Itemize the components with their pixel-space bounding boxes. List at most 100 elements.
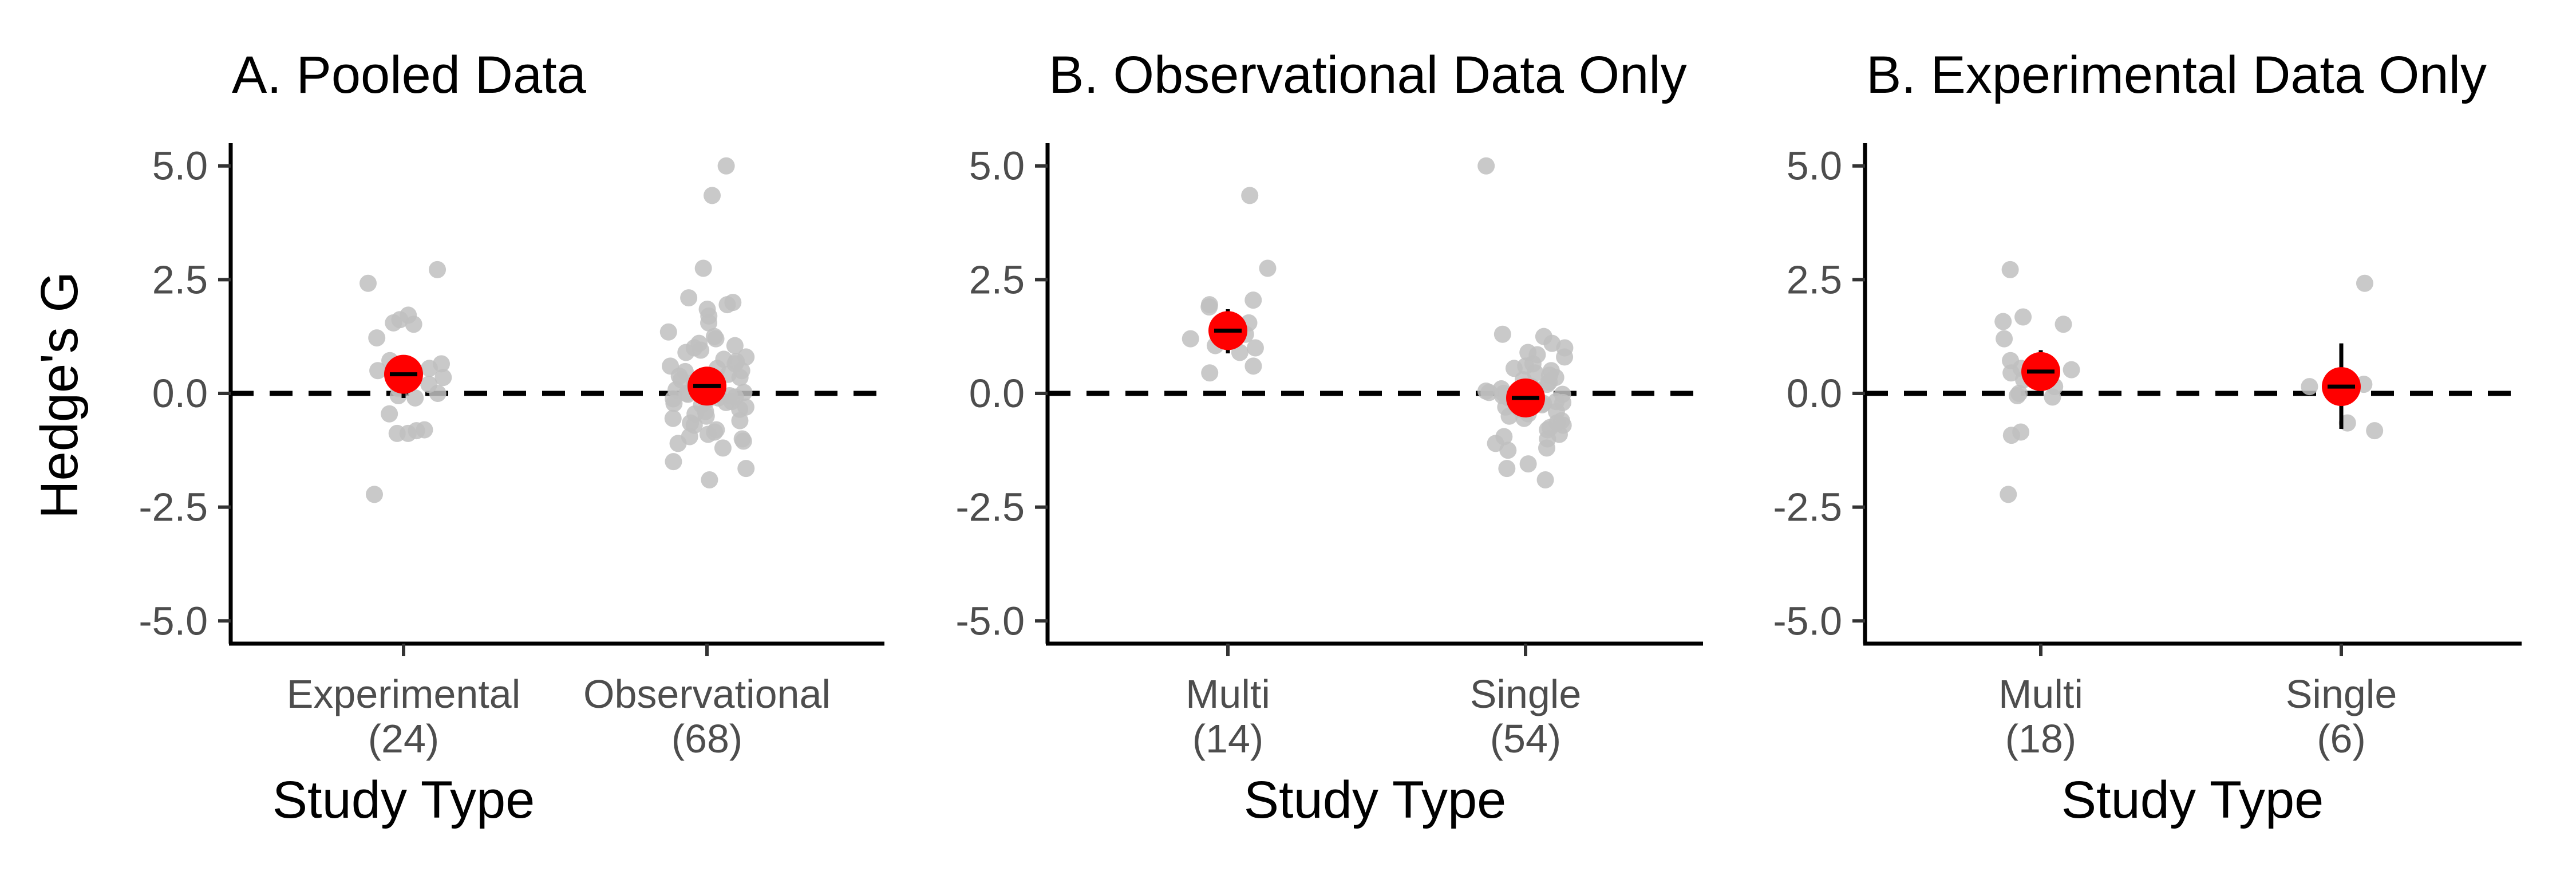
data-point (2002, 364, 2020, 382)
data-point (391, 311, 409, 329)
y-tick-label: 2.5 (969, 257, 1025, 302)
data-point (714, 439, 732, 457)
data-point (726, 337, 744, 354)
x-tick-label: Single (1470, 672, 1582, 716)
y-tick-label: 0.0 (1787, 371, 1842, 416)
y-tick-label: 2.5 (1787, 257, 1842, 302)
data-point (2301, 378, 2318, 396)
data-point (1519, 455, 1537, 473)
data-point (381, 405, 398, 423)
panel-observational-data-only: B. Observational Data Only Study Type 5.… (955, 46, 1703, 829)
data-point (408, 422, 425, 440)
data-point (1246, 339, 1264, 357)
x-tick-label: Multi (1186, 672, 1270, 716)
data-point (2356, 274, 2373, 292)
data-point (359, 274, 377, 292)
data-point (420, 360, 438, 377)
data-point (694, 259, 712, 277)
data-point (2063, 361, 2080, 379)
x-tick-count: (24) (368, 716, 439, 761)
data-point (369, 362, 387, 380)
data-point (664, 409, 682, 427)
data-point (1477, 157, 1495, 175)
data-point (704, 187, 721, 204)
x-axis-title: Study Type (1244, 771, 1507, 829)
data-point (406, 389, 424, 407)
data-point (2001, 261, 2019, 278)
panel-experimental-data-only: B. Experimental Data Only Study Type 5.0… (1773, 46, 2522, 829)
x-tick-count: (6) (2317, 716, 2366, 761)
data-point (665, 453, 682, 471)
y-tick-label: 0.0 (969, 371, 1025, 416)
data-point (731, 369, 749, 387)
data-point (697, 407, 715, 425)
data-point (731, 412, 749, 429)
data-point (1182, 330, 1199, 348)
y-tick-label: 5.0 (152, 144, 208, 188)
data-point (665, 395, 683, 412)
panel-pooled-data: A. Pooled Data Study Type 5.0 2.5 0.0 -2.5 -… (139, 46, 884, 829)
y-tick-label: -2.5 (139, 485, 208, 530)
data-point (1505, 360, 1523, 377)
x-tick-label: Single (2286, 672, 2397, 716)
y-tick-label: 0.0 (152, 371, 208, 416)
data-point (677, 344, 695, 361)
data-point (1244, 291, 1262, 309)
data-point (366, 486, 384, 503)
data-point (699, 425, 717, 443)
x-tick-count: (14) (1192, 716, 1263, 761)
data-point (1244, 357, 1262, 375)
data-point (717, 157, 735, 175)
data-point (1536, 471, 1554, 488)
data-point (434, 369, 452, 387)
data-point (2000, 486, 2017, 503)
data-point (405, 316, 422, 333)
data-point (1259, 259, 1277, 277)
y-tick-label: 5.0 (969, 144, 1025, 188)
data-point (1538, 439, 1555, 457)
data-point (692, 341, 710, 359)
panel-title: A. Pooled Data (232, 46, 587, 104)
y-tick-label: 5.0 (1787, 144, 1842, 188)
y-tick-label: -2.5 (955, 485, 1025, 530)
data-point (2009, 387, 2026, 404)
data-point (1498, 460, 1516, 478)
data-point (368, 329, 386, 347)
data-point (1996, 330, 2013, 348)
data-point (1499, 441, 1517, 459)
data-point (1494, 325, 1511, 343)
x-tick-count: (68) (671, 716, 742, 761)
x-axis-title: Study Type (272, 771, 535, 829)
y-tick-label: -5.0 (1773, 598, 1842, 643)
data-point (429, 261, 447, 278)
data-point (1556, 348, 1574, 366)
data-point (1201, 364, 1219, 382)
x-tick-label: Multi (1998, 672, 2083, 716)
x-tick-count: (18) (2005, 716, 2076, 761)
data-point (700, 314, 718, 332)
data-point (680, 289, 698, 307)
data-point (2014, 308, 2032, 326)
data-point (1200, 298, 1218, 316)
y-tick-label: 2.5 (152, 257, 208, 302)
x-tick-count: (54) (1490, 716, 1561, 761)
data-point (707, 330, 725, 348)
data-point (1241, 187, 1259, 204)
x-tick-label: Experimental (287, 672, 521, 716)
y-tick-label: -5.0 (955, 598, 1025, 643)
panel-title: B. Observational Data Only (1049, 46, 1687, 104)
data-point (1994, 313, 2012, 330)
data-point (737, 460, 755, 478)
data-point (669, 435, 687, 452)
y-tick-label: -5.0 (139, 598, 208, 643)
data-point (734, 432, 752, 450)
y-tick-label: -2.5 (1773, 485, 1842, 530)
panel-title: B. Experimental Data Only (1866, 46, 2487, 104)
data-point (1480, 384, 1498, 401)
data-point (718, 296, 736, 314)
x-axis-title: Study Type (2061, 771, 2324, 829)
data-point (388, 424, 406, 442)
data-point (2002, 427, 2020, 444)
data-point (2366, 422, 2384, 440)
